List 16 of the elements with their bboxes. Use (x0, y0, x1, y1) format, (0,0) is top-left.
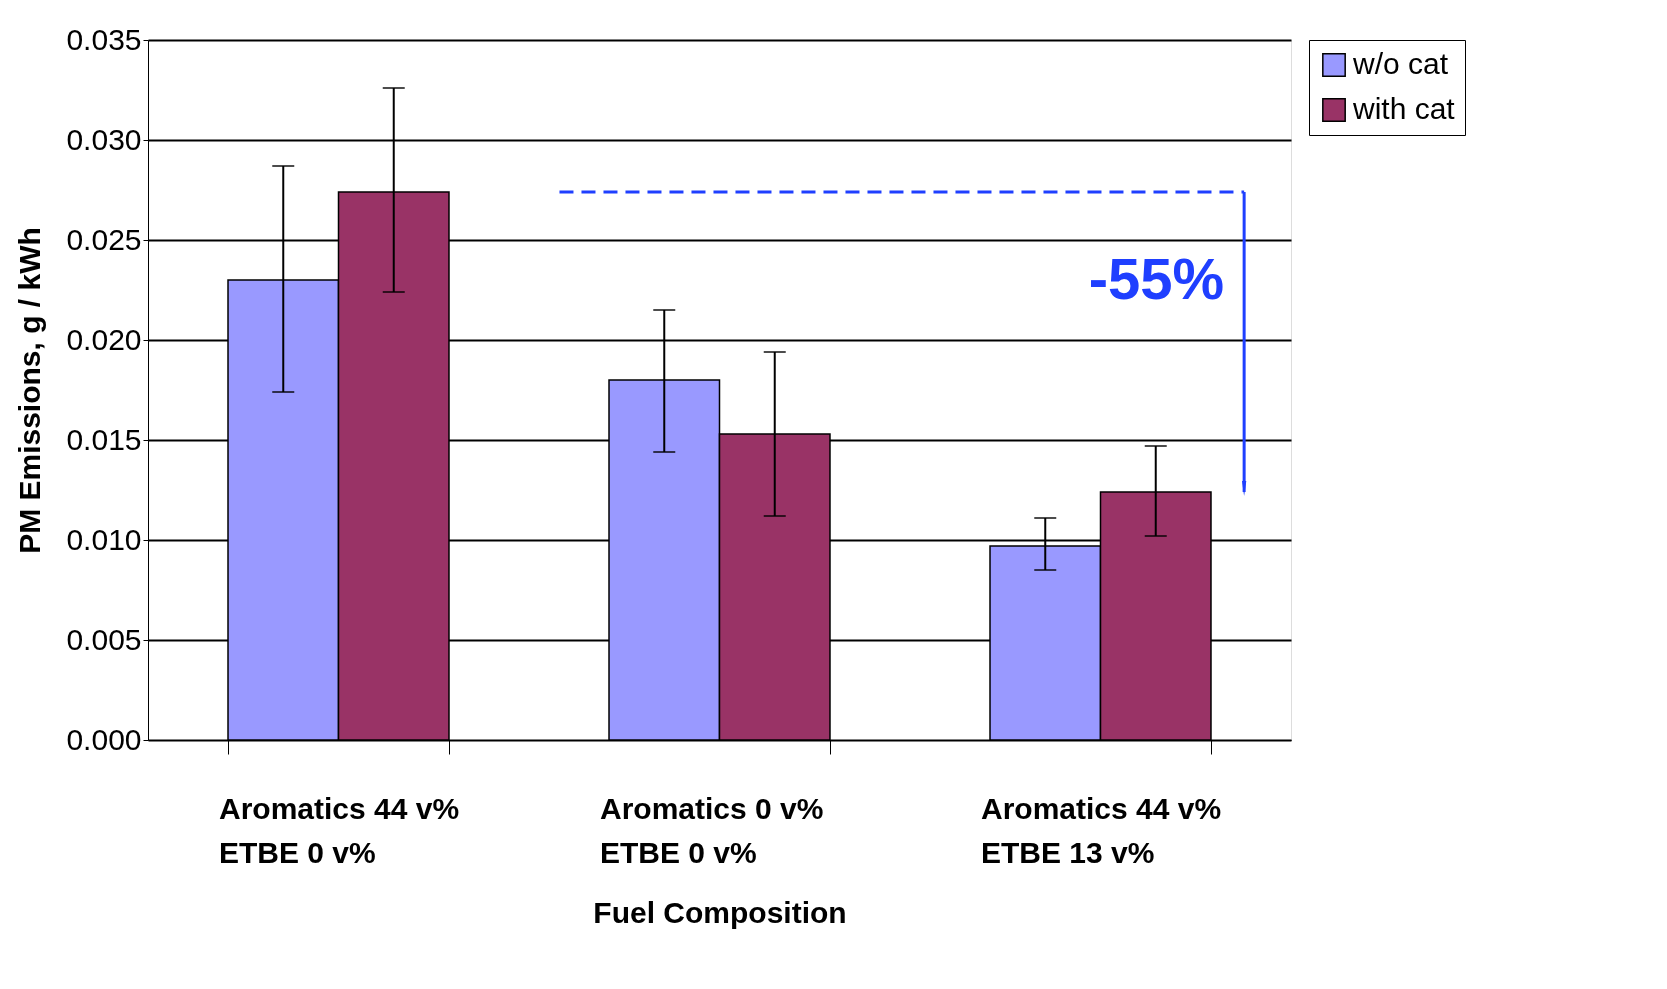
y-tick-label: 0.020 (66, 322, 142, 356)
annotation: -55% (1088, 246, 1225, 311)
y-tick-label: 0.015 (66, 422, 142, 456)
y-tick-label: 0.035 (66, 22, 142, 56)
y-tick-label: 0.000 (66, 722, 142, 756)
legend-label: w/o cat (1352, 47, 1449, 80)
y-tick-label: 0.005 (66, 622, 142, 656)
y-axis-title: PM Emissions, g / kWh (13, 227, 47, 554)
legend-label: with cat (1352, 92, 1456, 125)
x-axis-title: Fuel Composition (593, 895, 847, 929)
y-tick-label: 0.030 (66, 122, 142, 156)
x-tick-label: Aromatics 0 v% ETBE 0 v% (600, 791, 824, 869)
y-tick-label: 0.010 (66, 522, 142, 556)
x-tick-label: Aromatics 44 v% ETBE 0 v% (219, 791, 460, 869)
x-tick-label: Aromatics 44 v% ETBE 13 v% (981, 791, 1222, 869)
y-tick-label: 0.025 (66, 222, 142, 256)
